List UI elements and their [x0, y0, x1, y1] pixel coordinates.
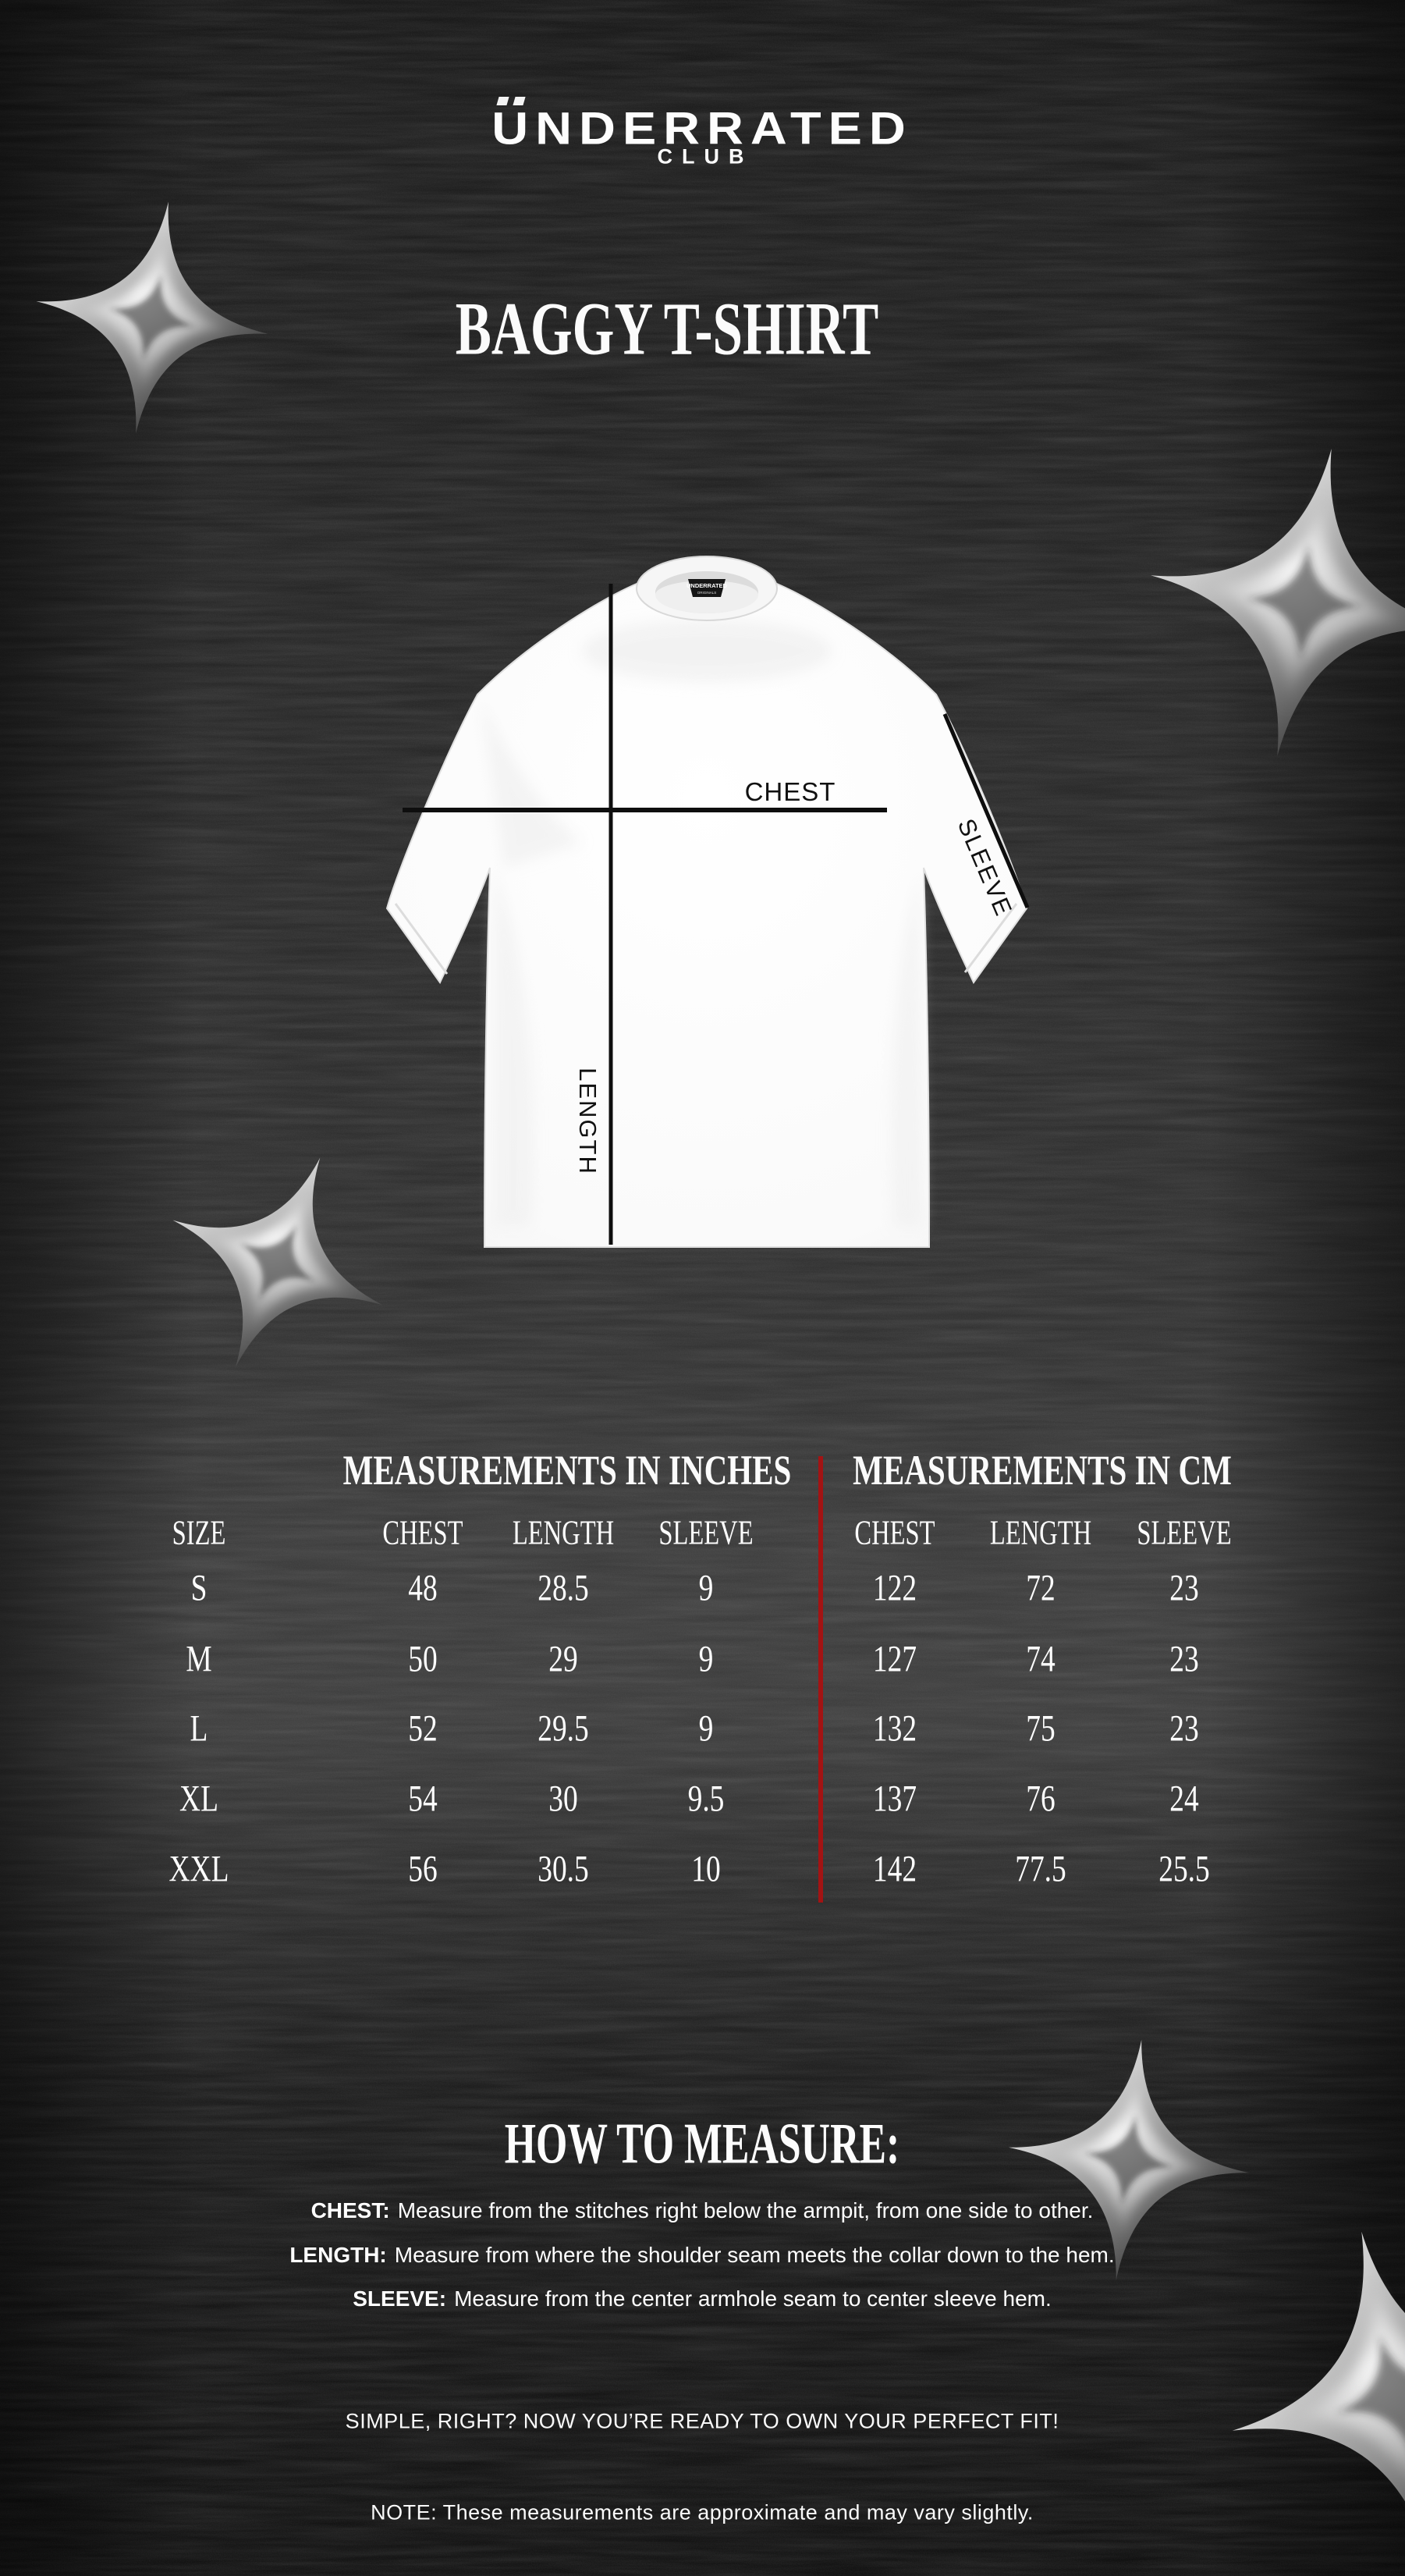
instruction-text: Measure from where the shoulder seam mee…: [394, 2243, 1115, 2267]
col-header-chest-in: CHEST: [382, 1513, 463, 1552]
col-header-length-in: LENGTH: [512, 1513, 615, 1552]
cm-value-cell: 76: [1026, 1778, 1056, 1820]
footer-tagline: SIMPLE, RIGHT? NOW YOU’RE READY TO OWN Y…: [345, 2409, 1059, 2433]
tshirt-body: [385, 556, 1028, 1248]
inches-value-cell: 9: [698, 1567, 714, 1609]
size-cell: S: [190, 1567, 208, 1609]
length-line-label: LENGTH: [574, 1068, 601, 1175]
instruction-label: LENGTH:: [289, 2243, 387, 2267]
cm-value-cell: 23: [1169, 1638, 1199, 1680]
cm-value-cell: 142: [872, 1848, 917, 1890]
inches-value-cell: 56: [408, 1848, 438, 1890]
right-cuff-seam: [963, 903, 1018, 973]
instruction-text: Measure from the stitches right below th…: [397, 2198, 1094, 2222]
instruction-text: Measure from the center armhole seam to …: [454, 2286, 1052, 2311]
brand-logo: UNDERRATED: [491, 103, 913, 155]
cm-value-cell: 127: [872, 1638, 917, 1680]
page-title: BAGGY T-SHIRT: [455, 286, 879, 371]
col-header-size: SIZE: [172, 1513, 226, 1552]
inches-value-cell: 10: [691, 1848, 721, 1890]
inches-value-cell: 54: [408, 1778, 438, 1820]
cm-value-cell: 75: [1026, 1707, 1056, 1750]
cm-value-cell: 77.5: [1015, 1848, 1066, 1890]
cm-value-cell: 23: [1169, 1567, 1199, 1609]
how-to-measure-heading: HOW TO MEASURE:: [504, 2112, 900, 2176]
instruction-label: SLEEVE:: [353, 2286, 447, 2311]
cm-value-cell: 132: [872, 1707, 917, 1750]
cm-value-cell: 74: [1026, 1638, 1056, 1680]
size-cell: XXL: [169, 1848, 229, 1890]
cm-value-cell: 24: [1169, 1778, 1199, 1820]
size-cell: XL: [179, 1778, 218, 1820]
sleeve-measure-line: [942, 713, 1030, 908]
col-header-sleeve-cm: SLEEVE: [1137, 1513, 1232, 1552]
cm-value-cell: 122: [872, 1567, 917, 1609]
inches-value-cell: 48: [408, 1567, 438, 1609]
instruction-label: CHEST:: [310, 2198, 390, 2222]
cm-table-title: MEASUREMENTS IN CM: [853, 1447, 1232, 1494]
footer-note: NOTE: These measurements are approximate…: [371, 2500, 1034, 2524]
tshirt-diagram: UNDERRATED ORIGINALS CHEST LENGTH SLEEVE: [385, 556, 1030, 1248]
size-cell: M: [186, 1638, 212, 1680]
collar-brand-tag: [688, 579, 726, 597]
cm-value-cell: 23: [1169, 1707, 1199, 1750]
tshirt-fabric-shading: [481, 620, 923, 1227]
left-cuff-seam: [394, 903, 449, 975]
inches-value-cell: 30.5: [538, 1848, 589, 1890]
size-cell: L: [190, 1707, 208, 1750]
collar-tag-text: UNDERRATED: [687, 582, 728, 589]
inches-value-cell: 9: [698, 1707, 714, 1750]
measure-instruction-sleeve: SLEEVE: Measure from the center armhole …: [353, 2286, 1052, 2311]
brand-logo-sub: CLUB: [657, 144, 754, 169]
cm-value-cell: 137: [872, 1778, 917, 1820]
chest-line-label: CHEST: [745, 777, 836, 806]
collar-tag-subtext: ORIGINALS: [697, 591, 717, 595]
inches-value-cell: 52: [408, 1707, 438, 1750]
cm-value-cell: 25.5: [1158, 1848, 1210, 1890]
inches-value-cell: 30: [548, 1778, 578, 1820]
inches-value-cell: 50: [408, 1638, 438, 1680]
col-header-length-cm: LENGTH: [989, 1513, 1092, 1552]
measure-instruction-chest: CHEST: Measure from the stitches right b…: [311, 2198, 1094, 2223]
table-divider: [818, 1456, 823, 1903]
measure-instruction-length: LENGTH: Measure from where the shoulder …: [289, 2243, 1114, 2268]
inches-value-cell: 29: [548, 1638, 578, 1680]
col-header-chest-cm: CHEST: [854, 1513, 935, 1552]
inches-table-title: MEASUREMENTS IN INCHES: [342, 1447, 792, 1494]
col-header-sleeve-in: SLEEVE: [658, 1513, 754, 1552]
inches-value-cell: 28.5: [538, 1567, 589, 1609]
inches-value-cell: 29.5: [538, 1707, 589, 1750]
cm-value-cell: 72: [1026, 1567, 1056, 1609]
inches-value-cell: 9.5: [687, 1778, 725, 1820]
inches-value-cell: 9: [698, 1638, 714, 1680]
